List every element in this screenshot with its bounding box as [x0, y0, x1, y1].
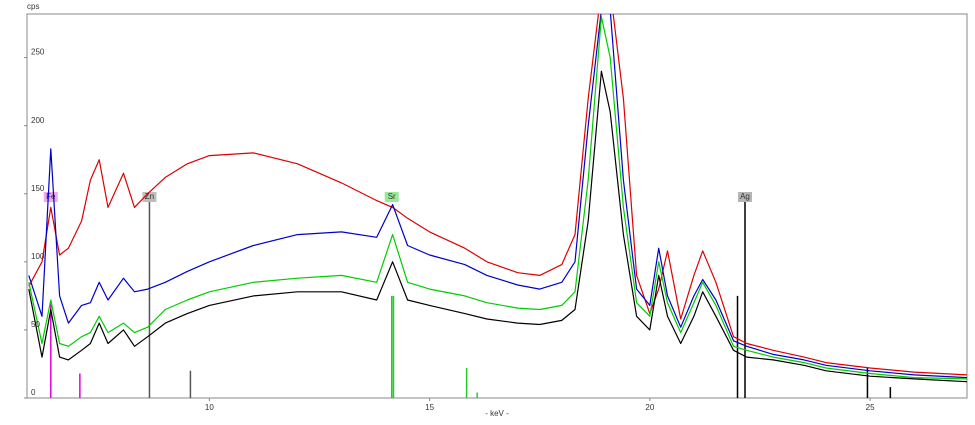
y-tick-label: 0: [31, 388, 36, 397]
y-tick-label: 200: [31, 116, 45, 125]
x-tick-label: 25: [866, 403, 875, 412]
spectrum-line: [28, 14, 967, 379]
x-tick-label: 20: [645, 403, 654, 412]
element-label: Sr: [388, 192, 396, 201]
element-label: Zn: [145, 192, 154, 201]
y-tick-label: 250: [31, 48, 45, 57]
x-tick-label: 15: [425, 403, 434, 412]
element-label-box: [737, 192, 752, 202]
y-axis-label: cps: [27, 2, 39, 11]
element-label-box: [384, 192, 399, 202]
y-tick-label: 50: [31, 320, 40, 329]
spectrum-line: [28, 70, 967, 383]
spectrum-line: [28, 16, 967, 380]
x-axis-label: - keV -: [485, 409, 509, 418]
element-label-box: [43, 192, 58, 202]
y-tick-label: 100: [31, 252, 45, 261]
plot-frame: [26, 13, 968, 399]
element-label: Fe: [46, 192, 56, 201]
spectrum-line: [28, 14, 967, 376]
plot-area: Fe Zn Sr Ag: [28, 14, 967, 398]
element-label: Ag: [740, 192, 750, 201]
x-tick-label: 10: [205, 403, 214, 412]
y-tick-label: 150: [31, 184, 45, 193]
element-label-box: [142, 192, 157, 202]
